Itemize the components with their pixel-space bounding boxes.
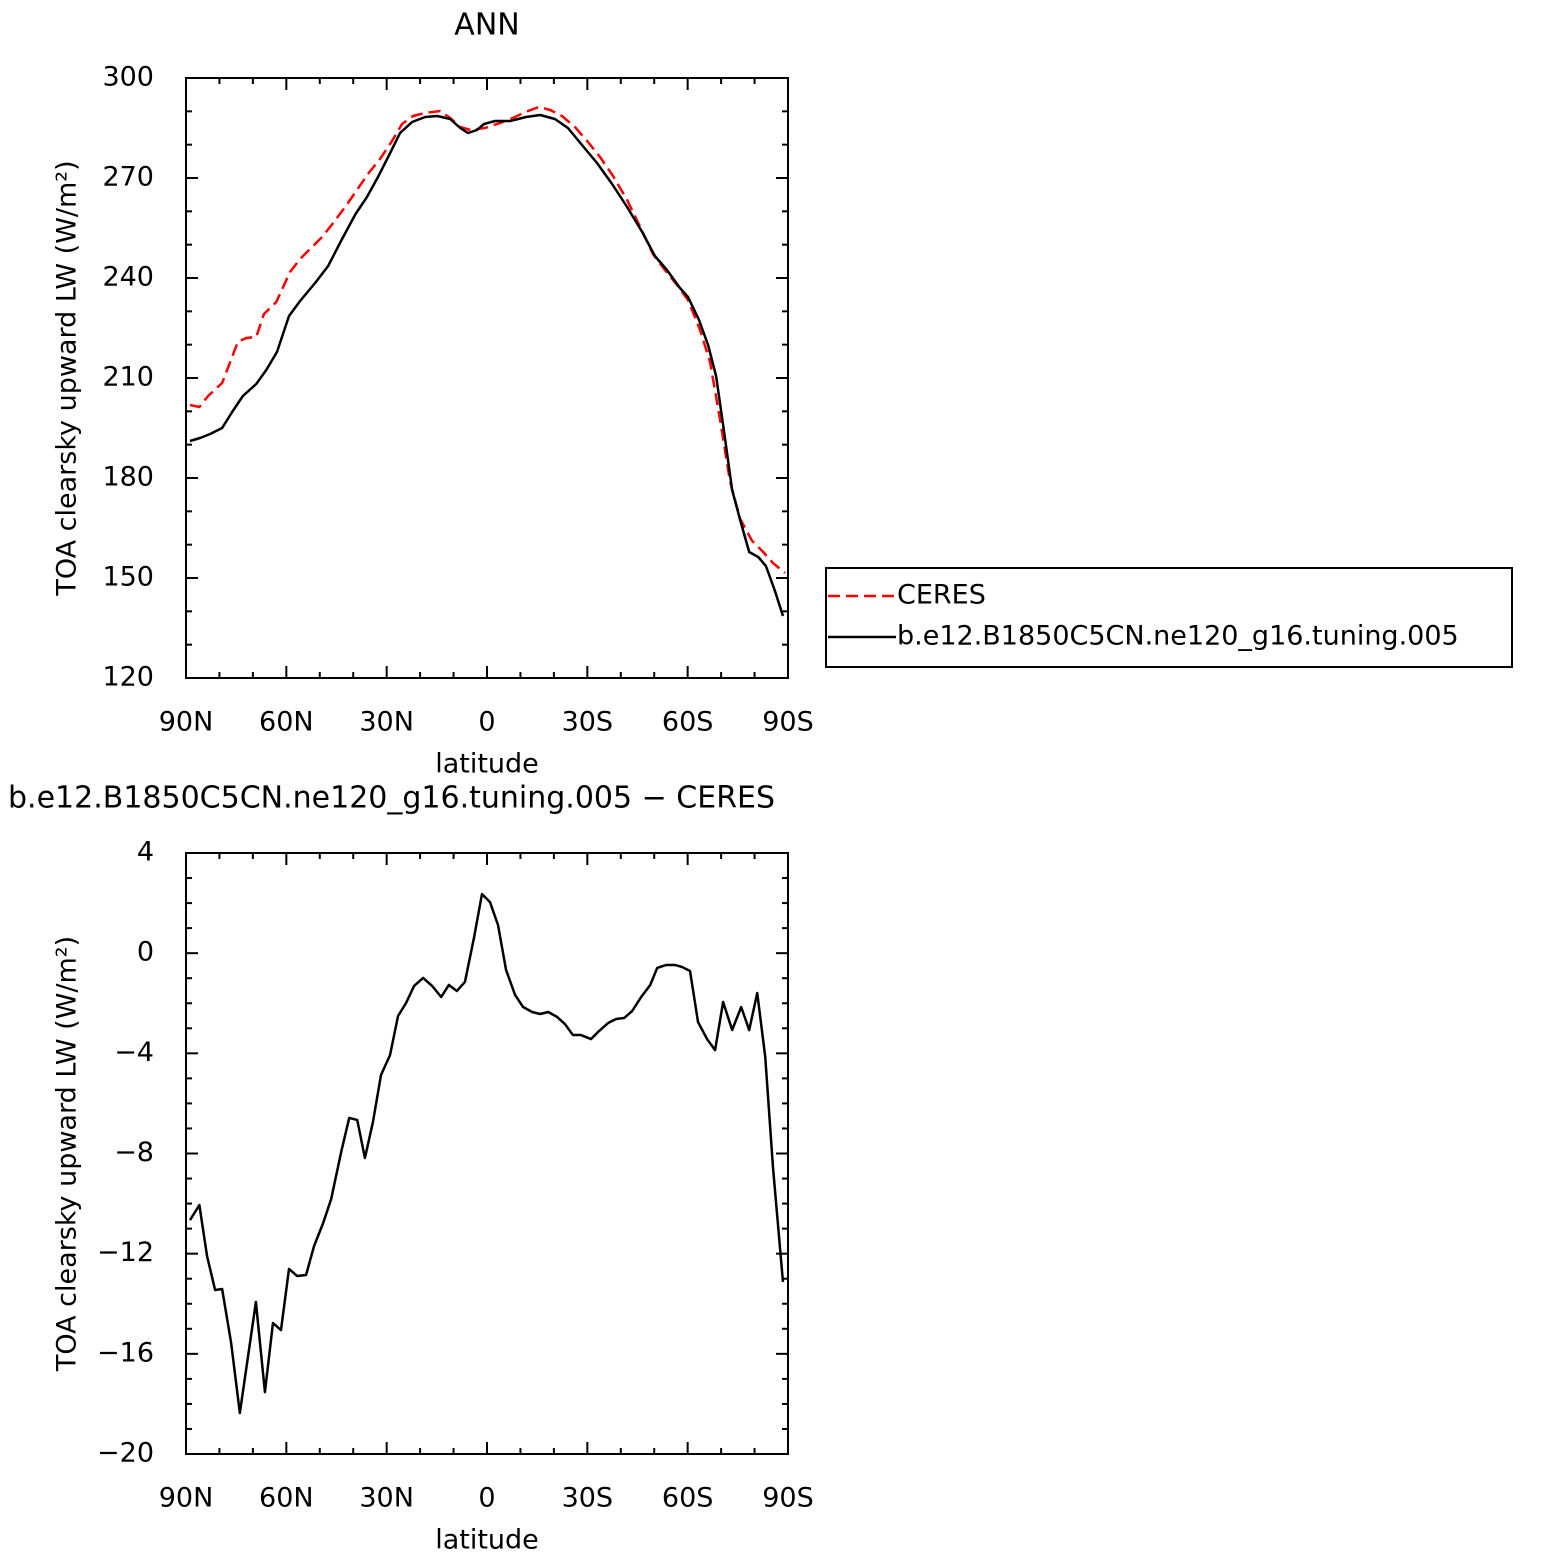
x-tick-label: 30S <box>562 1483 614 1514</box>
plot-frame <box>185 77 789 679</box>
x-tick-label: 90S <box>762 1483 814 1514</box>
y-tick-label: −4 <box>114 1037 154 1068</box>
data-line <box>188 892 785 1415</box>
x-tick-label: 60S <box>662 1483 714 1514</box>
x-tick-label: 30S <box>562 707 614 738</box>
data-line <box>189 105 786 574</box>
x-tick-label: 0 <box>478 1483 495 1514</box>
data-line <box>189 113 785 617</box>
plot-frame <box>185 852 789 1455</box>
x-tick-label: 60N <box>259 1483 314 1514</box>
y-tick-label: 0 <box>137 937 154 968</box>
x-tick-label: 90S <box>762 707 814 738</box>
y-tick-label: −12 <box>97 1237 154 1268</box>
y-axis-label: TOA clearsky upward LW (W/m²) <box>52 160 83 596</box>
y-axis-label: TOA clearsky upward LW (W/m²) <box>52 936 83 1372</box>
chart-title: ANN <box>454 8 519 43</box>
chart-title: b.e12.B1850C5CN.ne120_g16.tuning.005 − C… <box>8 781 775 816</box>
x-tick-label: 90N <box>159 1483 214 1514</box>
y-tick-label: −16 <box>97 1337 154 1368</box>
y-tick-label: 300 <box>102 62 154 93</box>
legend-box <box>825 567 1513 668</box>
x-tick-label: 60S <box>662 707 714 738</box>
x-tick-label: 60N <box>259 707 314 738</box>
legend-label: CERES <box>897 580 986 611</box>
legend-label: b.e12.B1850C5CN.ne120_g16.tuning.005 <box>897 621 1459 652</box>
x-axis-label: latitude <box>435 1525 539 1556</box>
y-tick-label: 270 <box>102 162 154 193</box>
y-tick-label: 180 <box>102 462 154 493</box>
x-tick-label: 90N <box>159 707 214 738</box>
y-tick-label: 210 <box>102 362 154 393</box>
x-axis-label: latitude <box>435 749 539 780</box>
x-tick-label: 30N <box>359 707 414 738</box>
y-tick-label: −8 <box>114 1137 154 1168</box>
y-tick-label: 150 <box>102 562 154 593</box>
x-tick-label: 0 <box>478 707 495 738</box>
y-tick-label: −20 <box>97 1438 154 1469</box>
y-tick-label: 120 <box>102 662 154 693</box>
x-tick-label: 30N <box>359 1483 414 1514</box>
y-tick-label: 240 <box>102 262 154 293</box>
y-tick-label: 4 <box>137 837 154 868</box>
